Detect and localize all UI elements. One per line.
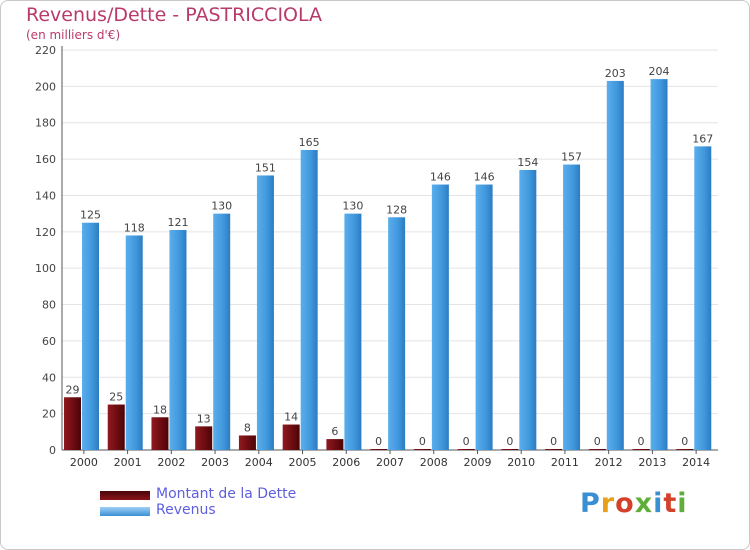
bar-revenus-2005 bbox=[300, 150, 318, 450]
data-label-dette-2008: 0 bbox=[419, 435, 426, 448]
y-tick-label-200: 200 bbox=[35, 80, 56, 93]
proxiti-logo: Proxiti bbox=[580, 488, 688, 519]
data-label-revenus-2013: 204 bbox=[649, 65, 670, 78]
bar-revenus-2009 bbox=[475, 184, 493, 450]
y-tick-label-160: 160 bbox=[35, 153, 56, 166]
bar-revenus-2004 bbox=[256, 175, 274, 451]
y-tick-label-40: 40 bbox=[42, 371, 56, 384]
y-tick-label-60: 60 bbox=[42, 335, 56, 348]
data-label-revenus-2001: 118 bbox=[124, 221, 145, 234]
bar-dette-2000 bbox=[64, 397, 81, 450]
bar-revenus-2003 bbox=[213, 213, 231, 450]
x-tick-label-2000: 2000 bbox=[70, 456, 98, 469]
bar-revenus-2006 bbox=[344, 213, 362, 450]
bar-dette-2009 bbox=[457, 449, 475, 450]
data-label-dette-2013: 0 bbox=[638, 435, 645, 448]
chart-title: Revenus/Dette - PASTRICCIOLA bbox=[26, 4, 323, 26]
data-label-dette-2010: 0 bbox=[506, 435, 513, 448]
y-tick-label-140: 140 bbox=[35, 189, 56, 202]
bar-dette-2013 bbox=[632, 449, 650, 450]
legend-swatch-dette bbox=[100, 491, 150, 500]
data-label-revenus-2005: 165 bbox=[299, 136, 320, 149]
x-tick-label-2012: 2012 bbox=[595, 456, 623, 469]
data-label-revenus-2012: 203 bbox=[605, 67, 626, 80]
bar-revenus-2008 bbox=[431, 184, 449, 450]
data-label-revenus-2009: 146 bbox=[474, 171, 495, 184]
x-tick-label-2004: 2004 bbox=[245, 456, 273, 469]
data-label-revenus-2000: 125 bbox=[80, 209, 101, 222]
data-label-revenus-2003: 130 bbox=[211, 200, 232, 213]
data-label-revenus-2011: 157 bbox=[561, 151, 582, 164]
data-label-dette-2001: 25 bbox=[109, 391, 123, 404]
bar-revenus-2001 bbox=[125, 235, 143, 450]
data-label-dette-2007: 0 bbox=[375, 435, 382, 448]
data-label-dette-2002: 18 bbox=[153, 403, 167, 416]
bar-revenus-2014 bbox=[694, 146, 712, 450]
data-label-dette-2000: 29 bbox=[66, 383, 80, 396]
bar-dette-2007 bbox=[370, 449, 388, 450]
bar-dette-2005 bbox=[282, 424, 300, 450]
data-label-dette-2004: 8 bbox=[244, 421, 251, 434]
x-tick-label-2008: 2008 bbox=[420, 456, 448, 469]
data-label-revenus-2002: 121 bbox=[167, 216, 188, 229]
data-label-revenus-2014: 167 bbox=[692, 132, 713, 145]
x-tick-label-2007: 2007 bbox=[376, 456, 404, 469]
x-tick-label-2005: 2005 bbox=[289, 456, 317, 469]
y-tick-label-20: 20 bbox=[42, 408, 56, 421]
bar-dette-2010 bbox=[501, 449, 519, 450]
x-tick-label-2014: 2014 bbox=[682, 456, 710, 469]
bar-revenus-2010 bbox=[519, 170, 537, 450]
bar-dette-2014 bbox=[676, 449, 694, 450]
bar-dette-2011 bbox=[545, 449, 563, 450]
x-tick-label-2006: 2006 bbox=[332, 456, 360, 469]
data-label-revenus-2007: 128 bbox=[386, 203, 407, 216]
x-tick-label-2002: 2002 bbox=[157, 456, 185, 469]
x-tick-label-2013: 2013 bbox=[638, 456, 666, 469]
bar-revenus-2012 bbox=[606, 80, 624, 450]
y-tick-label-220: 220 bbox=[35, 44, 56, 57]
x-tick-label-2011: 2011 bbox=[551, 456, 579, 469]
bar-dette-2004 bbox=[238, 435, 256, 450]
data-label-revenus-2006: 130 bbox=[342, 200, 363, 213]
data-label-revenus-2008: 146 bbox=[430, 171, 451, 184]
x-tick-label-2009: 2009 bbox=[463, 456, 491, 469]
legend-label-dette: Montant de la Dette bbox=[156, 486, 297, 502]
data-label-dette-2009: 0 bbox=[463, 435, 470, 448]
y-tick-label-0: 0 bbox=[49, 444, 56, 457]
legend-swatch-revenus bbox=[100, 507, 150, 516]
x-tick-label-2001: 2001 bbox=[114, 456, 142, 469]
data-label-dette-2012: 0 bbox=[594, 435, 601, 448]
data-label-dette-2014: 0 bbox=[681, 435, 688, 448]
data-label-dette-2005: 14 bbox=[284, 411, 298, 424]
data-label-revenus-2010: 154 bbox=[517, 156, 538, 169]
y-tick-label-180: 180 bbox=[35, 117, 56, 130]
bar-dette-2012 bbox=[588, 449, 606, 450]
data-label-dette-2003: 13 bbox=[197, 412, 211, 425]
bar-revenus-2002 bbox=[169, 230, 187, 450]
bar-dette-2002 bbox=[151, 417, 169, 450]
data-label-dette-2011: 0 bbox=[550, 435, 557, 448]
bar-revenus-2007 bbox=[388, 217, 406, 450]
bar-dette-2003 bbox=[195, 426, 213, 450]
bar-dette-2006 bbox=[326, 439, 344, 450]
bar-revenus-2000 bbox=[82, 222, 99, 450]
legend-label-revenus: Revenus bbox=[156, 502, 216, 518]
bar-dette-2008 bbox=[413, 449, 431, 450]
y-tick-label-100: 100 bbox=[35, 262, 56, 275]
y-tick-label-80: 80 bbox=[42, 299, 56, 312]
bar-revenus-2013 bbox=[650, 79, 668, 450]
y-tick-label-120: 120 bbox=[35, 226, 56, 239]
bar-dette-2001 bbox=[107, 404, 125, 450]
bar-revenus-2011 bbox=[563, 164, 581, 450]
data-label-dette-2006: 6 bbox=[331, 425, 338, 438]
x-tick-label-2003: 2003 bbox=[201, 456, 229, 469]
chart-subtitle: (en milliers d'€) bbox=[26, 28, 121, 42]
x-tick-label-2010: 2010 bbox=[507, 456, 535, 469]
data-label-revenus-2004: 151 bbox=[255, 161, 276, 174]
